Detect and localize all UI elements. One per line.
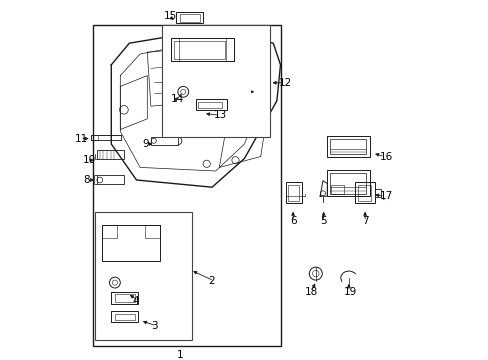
Text: 10: 10 bbox=[83, 155, 96, 165]
Text: 15: 15 bbox=[163, 11, 176, 21]
Text: 18: 18 bbox=[304, 287, 317, 297]
Text: 2: 2 bbox=[208, 276, 215, 286]
Text: 13: 13 bbox=[213, 110, 227, 120]
Bar bbox=[357, 185, 370, 201]
Bar bbox=[93, 25, 280, 346]
Bar bbox=[329, 139, 366, 154]
Bar bbox=[115, 314, 134, 320]
Text: 12: 12 bbox=[278, 78, 291, 88]
Bar bbox=[174, 41, 224, 59]
Text: 16: 16 bbox=[379, 152, 392, 162]
Text: 4: 4 bbox=[133, 296, 139, 306]
Bar bbox=[326, 170, 370, 196]
Bar bbox=[111, 292, 138, 304]
Bar bbox=[355, 182, 374, 203]
Bar bbox=[91, 135, 121, 140]
Bar bbox=[330, 185, 343, 194]
Bar bbox=[102, 225, 160, 261]
Text: 19: 19 bbox=[343, 287, 356, 297]
Text: 17: 17 bbox=[379, 191, 392, 201]
Bar bbox=[326, 136, 370, 157]
Bar bbox=[285, 182, 302, 203]
Text: 1: 1 bbox=[176, 350, 183, 360]
Bar bbox=[162, 25, 269, 137]
Bar bbox=[111, 311, 138, 322]
Bar bbox=[170, 38, 178, 61]
Bar bbox=[196, 99, 226, 110]
Bar bbox=[151, 137, 178, 145]
Bar bbox=[170, 38, 233, 61]
Text: 3: 3 bbox=[151, 321, 157, 331]
Bar bbox=[95, 212, 192, 340]
Text: 14: 14 bbox=[170, 94, 183, 104]
Text: 5: 5 bbox=[320, 216, 326, 226]
Bar bbox=[115, 294, 134, 302]
Bar bbox=[225, 38, 233, 61]
Bar bbox=[198, 102, 222, 108]
Text: 6: 6 bbox=[289, 216, 296, 226]
Bar bbox=[288, 185, 299, 201]
Bar bbox=[91, 135, 98, 140]
Bar bbox=[145, 225, 160, 238]
Bar bbox=[102, 225, 117, 238]
Bar bbox=[176, 12, 203, 23]
Bar bbox=[97, 150, 123, 159]
Text: 11: 11 bbox=[75, 134, 88, 144]
Text: 7: 7 bbox=[361, 216, 367, 226]
Text: 9: 9 bbox=[142, 139, 148, 149]
Bar bbox=[329, 173, 366, 194]
Bar bbox=[97, 175, 123, 184]
Bar bbox=[179, 14, 199, 22]
Text: 8: 8 bbox=[83, 175, 90, 185]
